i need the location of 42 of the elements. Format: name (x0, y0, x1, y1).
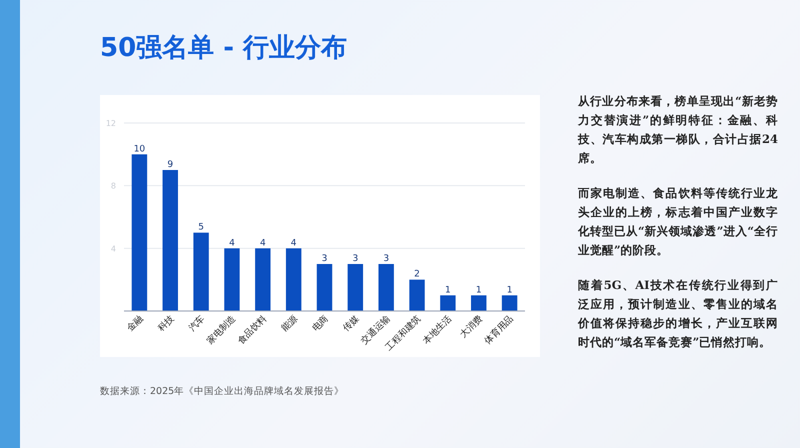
bar (471, 295, 486, 311)
bar (316, 264, 332, 311)
data-label: 5 (198, 222, 204, 233)
data-label: 1 (476, 285, 482, 296)
x-tick-label: 汽车 (186, 313, 208, 334)
x-tick-label: 科技 (156, 313, 176, 334)
data-label: 4 (260, 238, 266, 248)
data-label: 2 (414, 270, 420, 280)
data-label: 10 (134, 144, 146, 154)
bar (502, 295, 518, 311)
data-label: 1 (506, 285, 512, 296)
data-label: 4 (290, 238, 297, 248)
x-tick-label: 本地生活 (420, 313, 454, 347)
text: 随着5G、AI技术在传统行业得到广泛应用，预计制造业、零售业的域名价值将保持稳步的增长，产业互联网时代的“域名军备竞赛”已悄然打响。 (578, 277, 778, 351)
bar (409, 280, 425, 311)
bar (162, 170, 178, 311)
data-label: 3 (322, 254, 328, 264)
bar (378, 264, 394, 311)
bar (193, 232, 209, 311)
x-tick-label: 能源 (279, 313, 300, 334)
bar (132, 154, 148, 311)
data-label: 3 (383, 254, 390, 264)
x-tick-label: 家电制造 (204, 313, 238, 347)
data-label: 4 (229, 238, 236, 248)
x-tick-label: 大消费 (458, 313, 485, 340)
chart-title: 50强名单 - 行业分布 (100, 32, 348, 65)
source-note: 数据来源：2025年《中国企业出海品牌域名发展报告》 (100, 385, 344, 398)
x-tick-label: 食品饮料 (236, 313, 269, 347)
bar (255, 248, 271, 311)
data-label: 9 (167, 160, 174, 170)
data-label: 1 (445, 285, 451, 296)
bar (440, 295, 456, 311)
x-tick-label: 电商 (310, 313, 331, 334)
data-label: 3 (352, 254, 358, 264)
x-tick-label: 体育用品 (482, 313, 516, 347)
text: 而家电制造、食品饮料等传统行业龙头企业的上榜，标志着中国产业数字化转型已从“新兴领域渗透”进入“全行业觉醒”的阶段。 (578, 185, 778, 259)
bar (348, 264, 364, 311)
text: 从行业分布来看，榜单呈现出“新老势力交替演进”的鲜明特征：金融、科技、汽车构成第一梯队，合计占据24席。 (578, 93, 778, 167)
x-tick-label: 金融 (125, 313, 146, 334)
x-tick-label: 传媒 (340, 313, 362, 334)
bar (286, 248, 302, 311)
bar (224, 248, 240, 311)
